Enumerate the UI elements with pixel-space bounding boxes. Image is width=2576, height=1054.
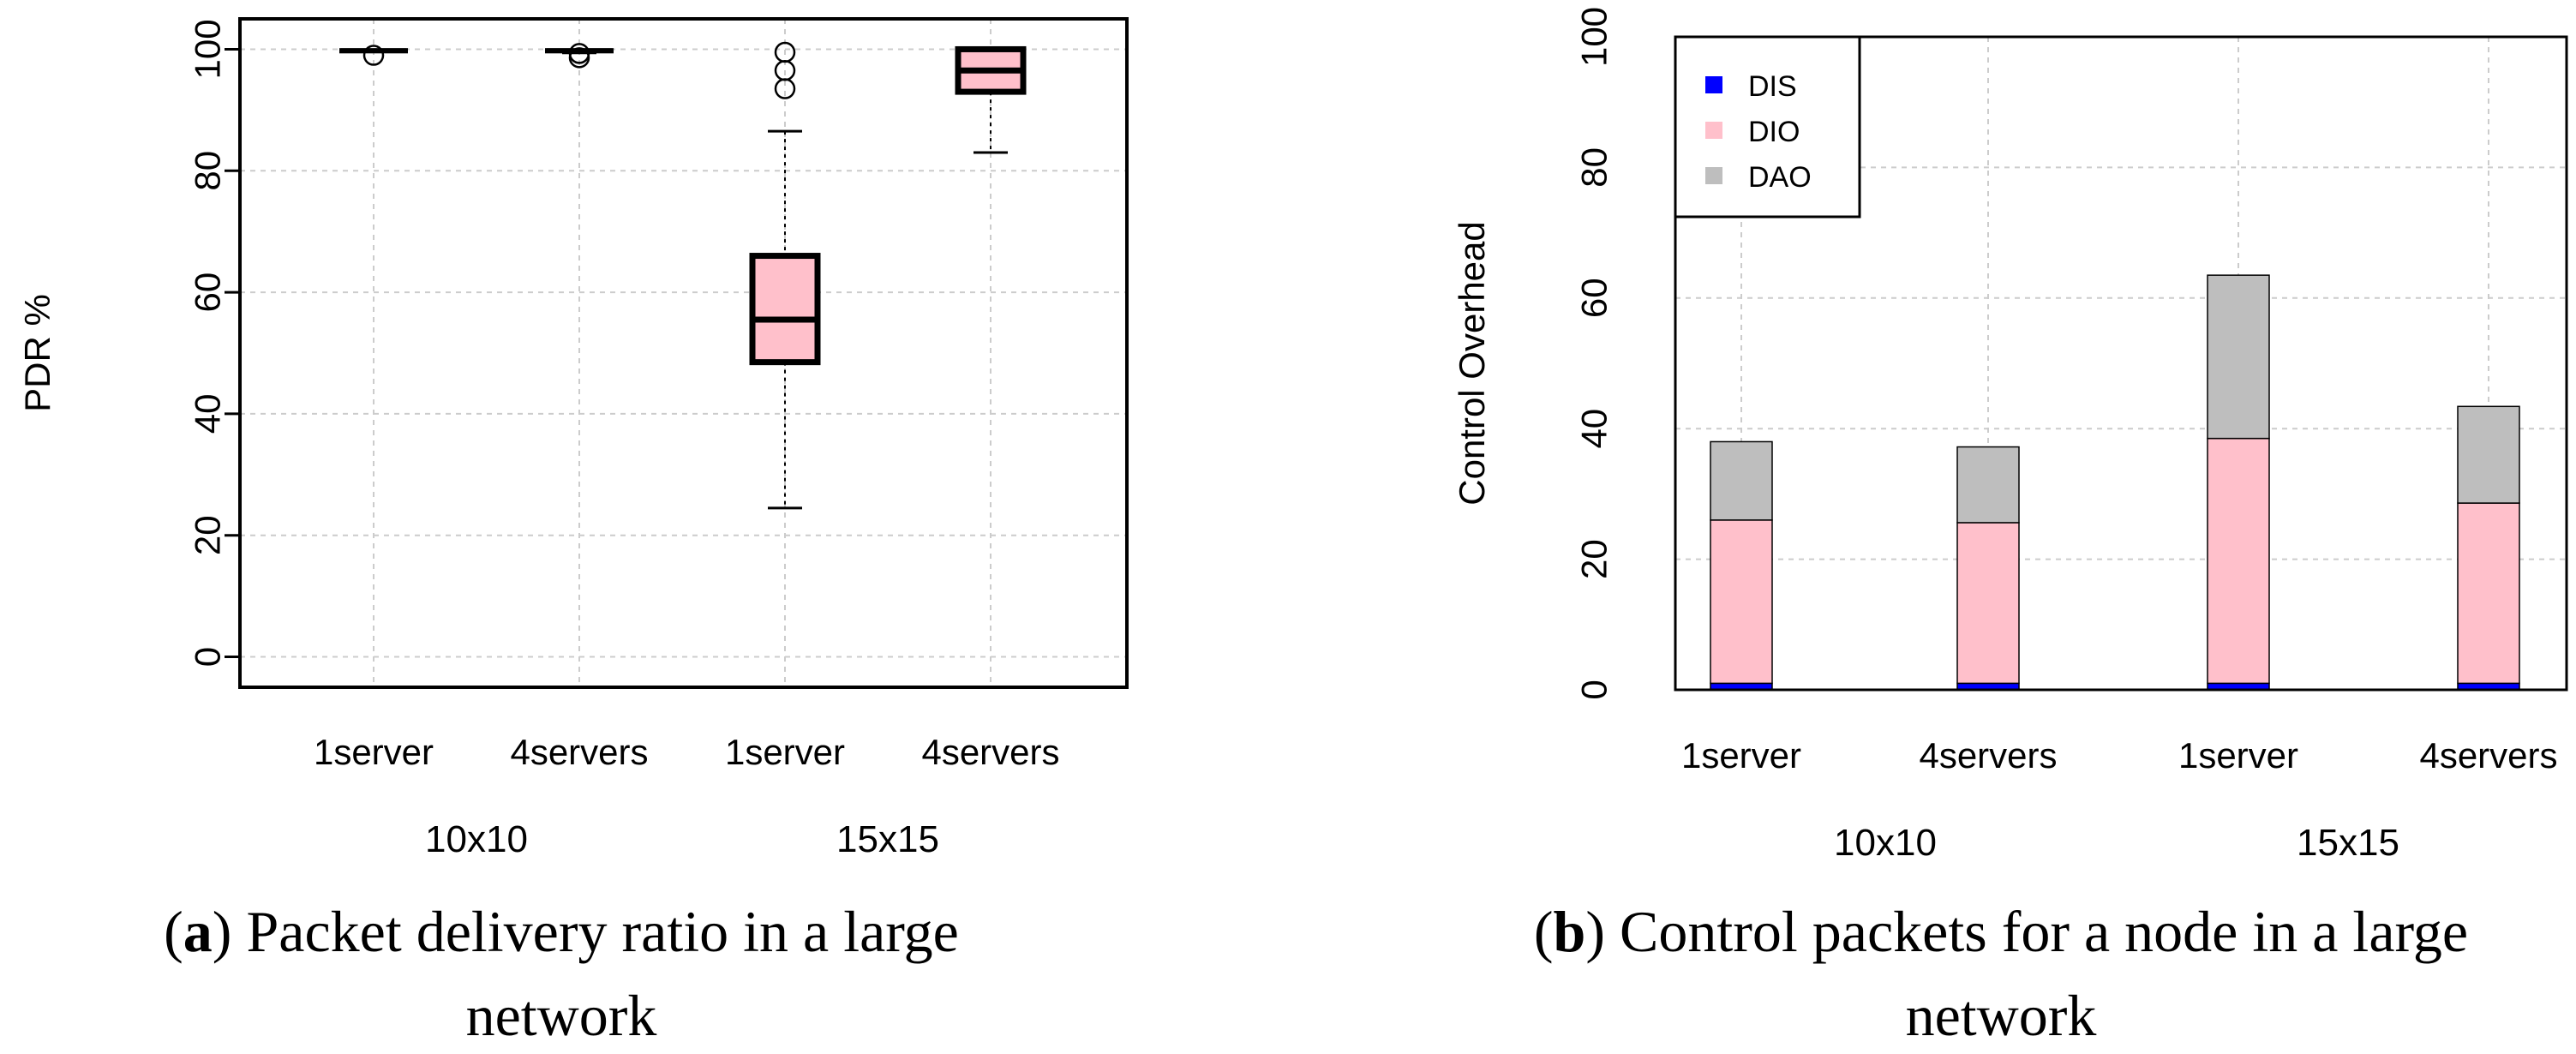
a-y-label: PDR % [17, 294, 57, 412]
b-bar-dio [1710, 519, 1773, 685]
a-y-axis: 0 20 40 60 80 100 [188, 19, 240, 667]
a-y-tick-label: 80 [188, 151, 228, 191]
b-bar-dao [2207, 274, 2270, 440]
a-caption-text: Packet delivery ratio in a large [246, 899, 958, 964]
panel-b: 0 20 40 60 80 100 DIS DIO DAO Control Overhea… [1452, 7, 2568, 1048]
b-x-tick-1: 1server [1681, 735, 1801, 776]
a-y-tick-label: 100 [188, 19, 228, 79]
b-caption-label: b [1554, 899, 1586, 964]
b-y-tick-label: 0 [1574, 680, 1614, 699]
b-group-label-2: 15x15 [2297, 822, 2399, 864]
b-legend: DIS DIO DAO [1674, 35, 1861, 219]
b-x-tick-2: 4servers [1919, 735, 2057, 776]
b-legend-swatch-dao [1705, 167, 1722, 184]
b-y-tick-label: 60 [1574, 278, 1614, 318]
panel-a: 0 20 40 60 80 100 PDR % 1server 4servers 1ser… [17, 17, 1129, 1048]
a-outlier [774, 41, 796, 63]
b-plot-frame [1674, 35, 2568, 692]
b-y-tick-label: 20 [1574, 539, 1614, 579]
b-bar-dio [2207, 437, 2270, 685]
a-x-tick-4: 4servers [921, 732, 1059, 772]
b-bar-dao [2457, 405, 2520, 504]
a-group-label-2: 15x15 [836, 818, 939, 860]
a-group-label-1: 10x10 [425, 818, 528, 860]
b-caption-line2: network [1906, 983, 2097, 1048]
b-y-tick-label: 80 [1574, 147, 1614, 188]
b-bar-dao [1710, 440, 1773, 521]
a-gridlines [240, 19, 1127, 687]
a-x-tick-1: 1server [314, 732, 434, 772]
a-caption-line1: (a) Packet delivery ratio in a large [164, 899, 959, 964]
b-y-axis: 0 20 40 60 80 100 [1574, 7, 1614, 700]
b-y-tick-label: 40 [1574, 409, 1614, 449]
b-caption-text: Control packets for a node in a large [1620, 899, 2468, 964]
a-caption-label: a [183, 899, 213, 964]
a-outlier [568, 43, 590, 64]
b-legend-swatch-dis [1705, 76, 1722, 93]
a-box [749, 253, 821, 366]
a-y-tick-label: 0 [188, 647, 228, 667]
b-legend-label-dao: DAO [1748, 161, 1812, 194]
a-plot-frame [238, 17, 1129, 689]
b-y-tick-label: 100 [1574, 7, 1614, 67]
b-legend-swatch-dio [1705, 122, 1722, 139]
b-bar-dio [1956, 522, 2020, 685]
b-bar-dao [1956, 446, 2020, 524]
b-caption-line1: (b) Control packets for a node in a larg… [1534, 899, 2468, 964]
a-x-tick-2: 4servers [510, 732, 648, 772]
a-y-tick-label: 40 [188, 394, 228, 434]
b-y-label: Control Overhead [1452, 221, 1492, 506]
b-group-label-1: 10x10 [1834, 822, 1937, 864]
b-x-tick-4: 4servers [2419, 735, 2557, 776]
a-outlier [362, 45, 385, 66]
b-legend-label-dis: DIS [1748, 70, 1797, 103]
a-y-tick-label: 20 [188, 515, 228, 555]
a-caption-line2: network [466, 983, 657, 1048]
a-boxes [339, 41, 1027, 510]
b-legend-label-dio: DIO [1748, 116, 1800, 148]
a-y-tick-label: 60 [188, 272, 228, 313]
b-bars [1710, 274, 2520, 691]
a-x-tick-3: 1server [725, 732, 845, 772]
b-bar-dio [2457, 502, 2520, 685]
b-x-tick-3: 1server [2178, 735, 2298, 776]
